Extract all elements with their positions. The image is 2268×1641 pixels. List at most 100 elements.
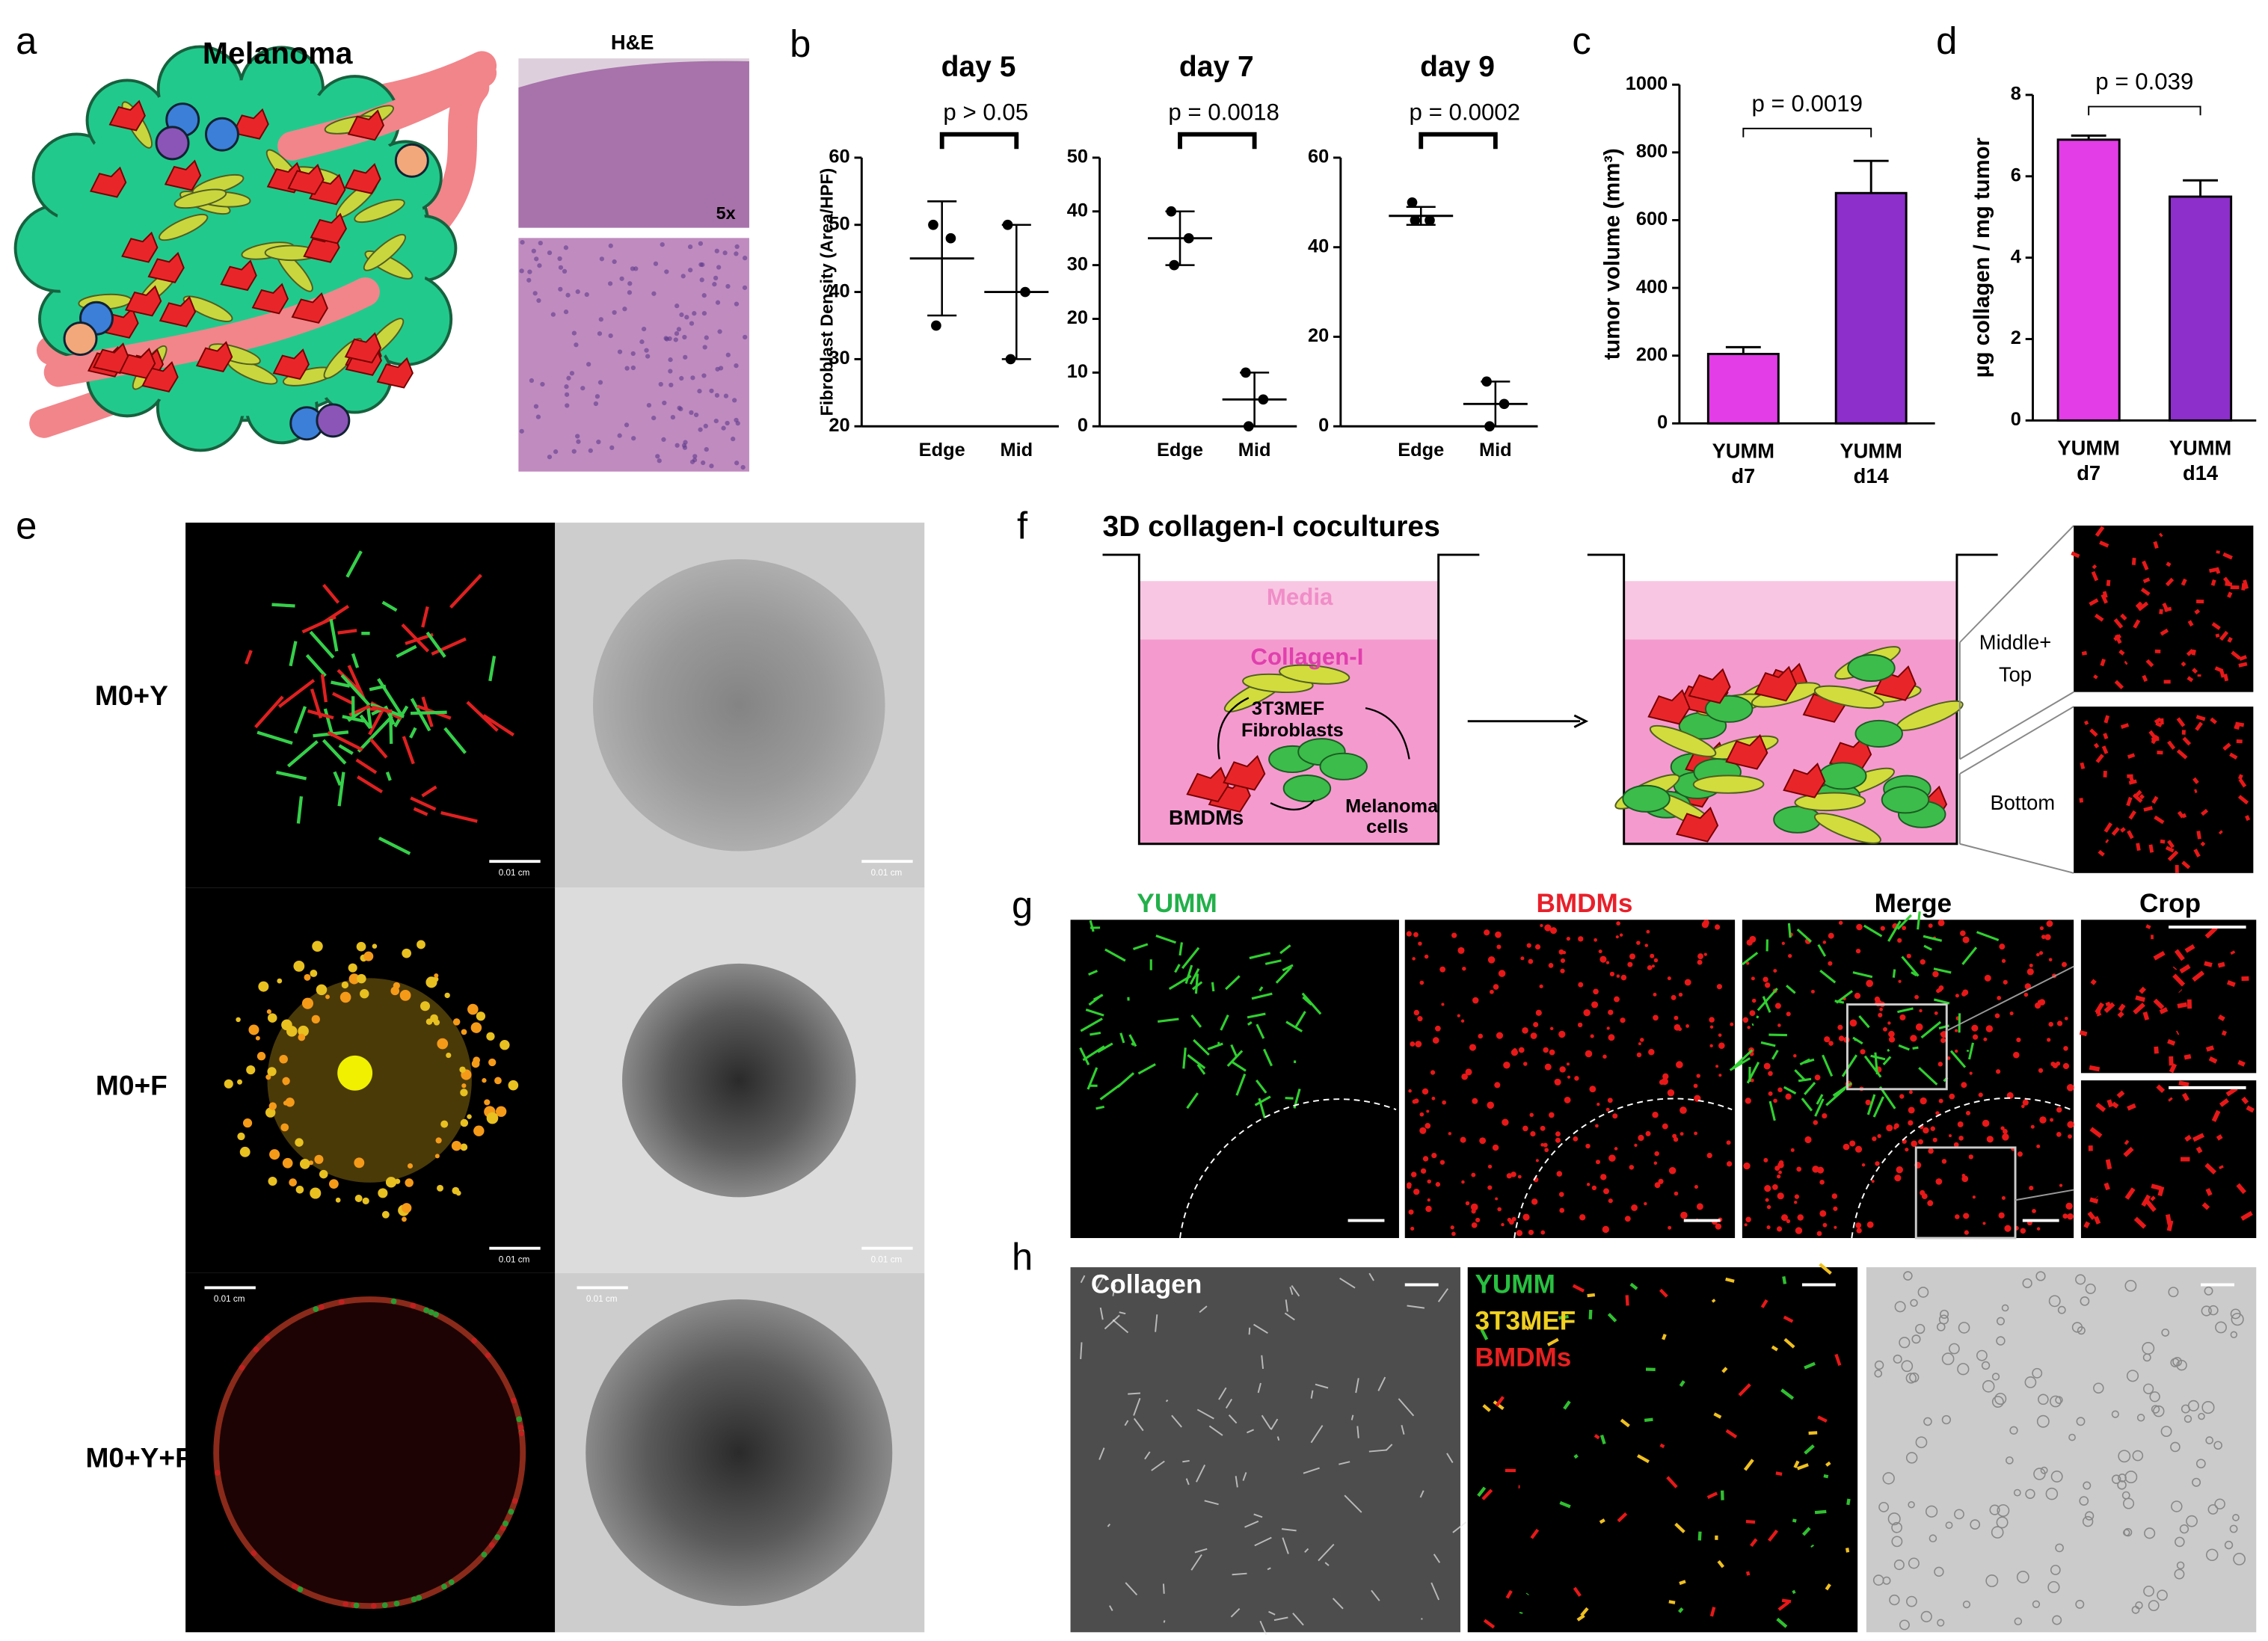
nucleus [709,464,714,469]
label: 20 [1308,325,1329,346]
macrophage [147,251,185,283]
cell [2009,1426,2018,1435]
label: Media [1267,584,1333,610]
bmdm [1495,931,1502,938]
cell [1894,1301,1906,1313]
bmdm [1774,1003,1781,1009]
cell [471,1337,478,1344]
bmdm [1934,1011,1938,1015]
fluorescence-image [185,523,556,888]
point [945,233,956,244]
nucleus [651,291,657,296]
cell [2219,1098,2229,1107]
point [1169,259,1180,271]
bmdm [1465,1201,1470,1206]
cell [2236,1183,2246,1195]
bmdm [2068,1134,2072,1139]
bmdm [1764,1185,1771,1192]
bmdm [1957,1121,1964,1127]
bmdm [1615,935,1619,939]
cell [2099,541,2109,548]
immune-cell [316,403,351,438]
nucleus [526,277,532,283]
collagen-fiber [1350,1414,1354,1420]
bmdm [2066,1083,2074,1092]
cell [214,1470,221,1476]
yumm [1762,996,1771,1013]
bmdm [1544,924,1552,932]
bmdm [1549,1026,1554,1031]
bmdm [1616,921,1620,926]
cell [2170,1441,2181,1453]
cell [2135,1601,2143,1610]
label: p = 0.0018 [1168,99,1279,126]
collagen-fiber [1303,1467,1320,1474]
cell [2139,986,2147,994]
label: 0.01 cm [499,868,530,878]
cell [2221,1030,2227,1036]
label: 4 [2011,246,2021,267]
bmdm [1955,994,1959,998]
cell [353,1602,360,1609]
fiber [309,630,335,659]
nucleus [538,240,543,246]
cell [2016,1571,2029,1583]
collagen-fiber [1232,1572,1247,1576]
cell [2118,1474,2127,1483]
bmdm [2065,1202,2073,1210]
bmdm [1410,1041,1416,1047]
bmdm [1766,1204,1771,1210]
bar [1834,191,1908,425]
cell [2229,752,2238,760]
cell [2089,1127,2103,1139]
cell [2113,618,2124,629]
bmdm [1658,1178,1664,1184]
yumm [1194,973,1199,994]
bmdm [1982,1119,1990,1127]
collagen-fiber [1107,1523,1111,1527]
yumm [1901,955,1920,977]
yumm [1196,1064,1206,1075]
cell [2157,1589,2168,1601]
yumm [1082,1045,1105,1062]
fibroblast [354,199,405,224]
fiber [323,708,334,737]
cell [484,1099,491,1106]
bmdm [1942,1034,1946,1038]
collagen-fiber [1407,1305,1425,1309]
bmdm [1465,1068,1472,1076]
cell [370,1603,377,1609]
cell [516,1416,523,1423]
nucleus [564,392,570,397]
yumm [1771,1050,1779,1060]
bmdm [1888,1036,1896,1043]
crop-image [2080,920,2257,1074]
cell [2091,570,2099,582]
collagen-fiber [1133,1397,1141,1416]
collagen-fiber [1273,1616,1288,1622]
bmdm [1598,949,1602,954]
fiber [254,695,284,729]
collagen-fiber [1371,1589,1380,1601]
bmdm [1638,1042,1641,1046]
nucleus [734,301,740,307]
bmdm [1526,943,1531,948]
bmdm [1877,1133,1881,1139]
cell [1891,1521,1902,1533]
bmdm [1897,938,1902,943]
panel-letter: g [1012,884,1033,926]
bmdm [1647,689,1691,725]
cell [2084,1511,2095,1521]
fibroblast [1813,685,1884,709]
cell [1706,1491,1718,1500]
bmdm [1627,961,1633,967]
cell [2120,723,2130,729]
cell [2166,561,2172,567]
bmdm [1994,1013,2000,1018]
collagen-fiber [1225,1398,1233,1408]
cell [2198,1412,2205,1420]
cell [2184,1414,2192,1423]
bmdm [1511,1172,1516,1177]
cell [239,1364,245,1371]
nucleus [698,427,703,432]
